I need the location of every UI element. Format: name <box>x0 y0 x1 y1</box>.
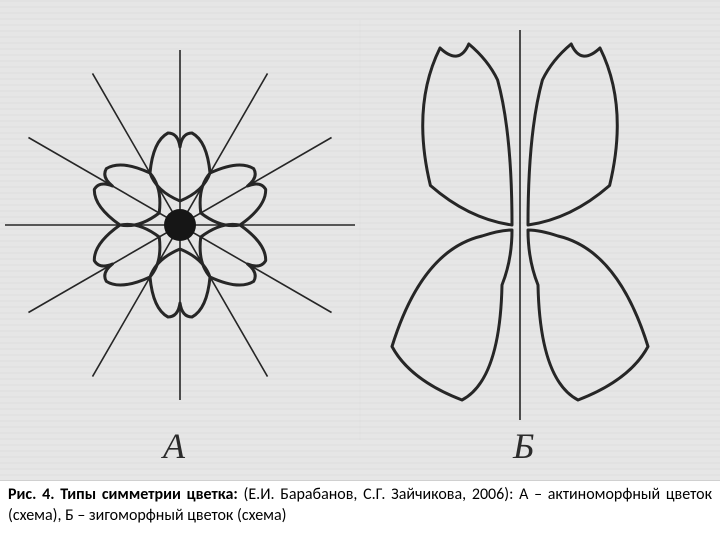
figure-area: А Б <box>0 0 720 480</box>
figure-caption: Рис. 4. Типы симметрии цветка: (Е.И. Бар… <box>0 480 720 531</box>
figure-svg <box>0 0 720 480</box>
caption-bold: Рис. 4. Типы симметрии цветка: <box>8 485 238 504</box>
